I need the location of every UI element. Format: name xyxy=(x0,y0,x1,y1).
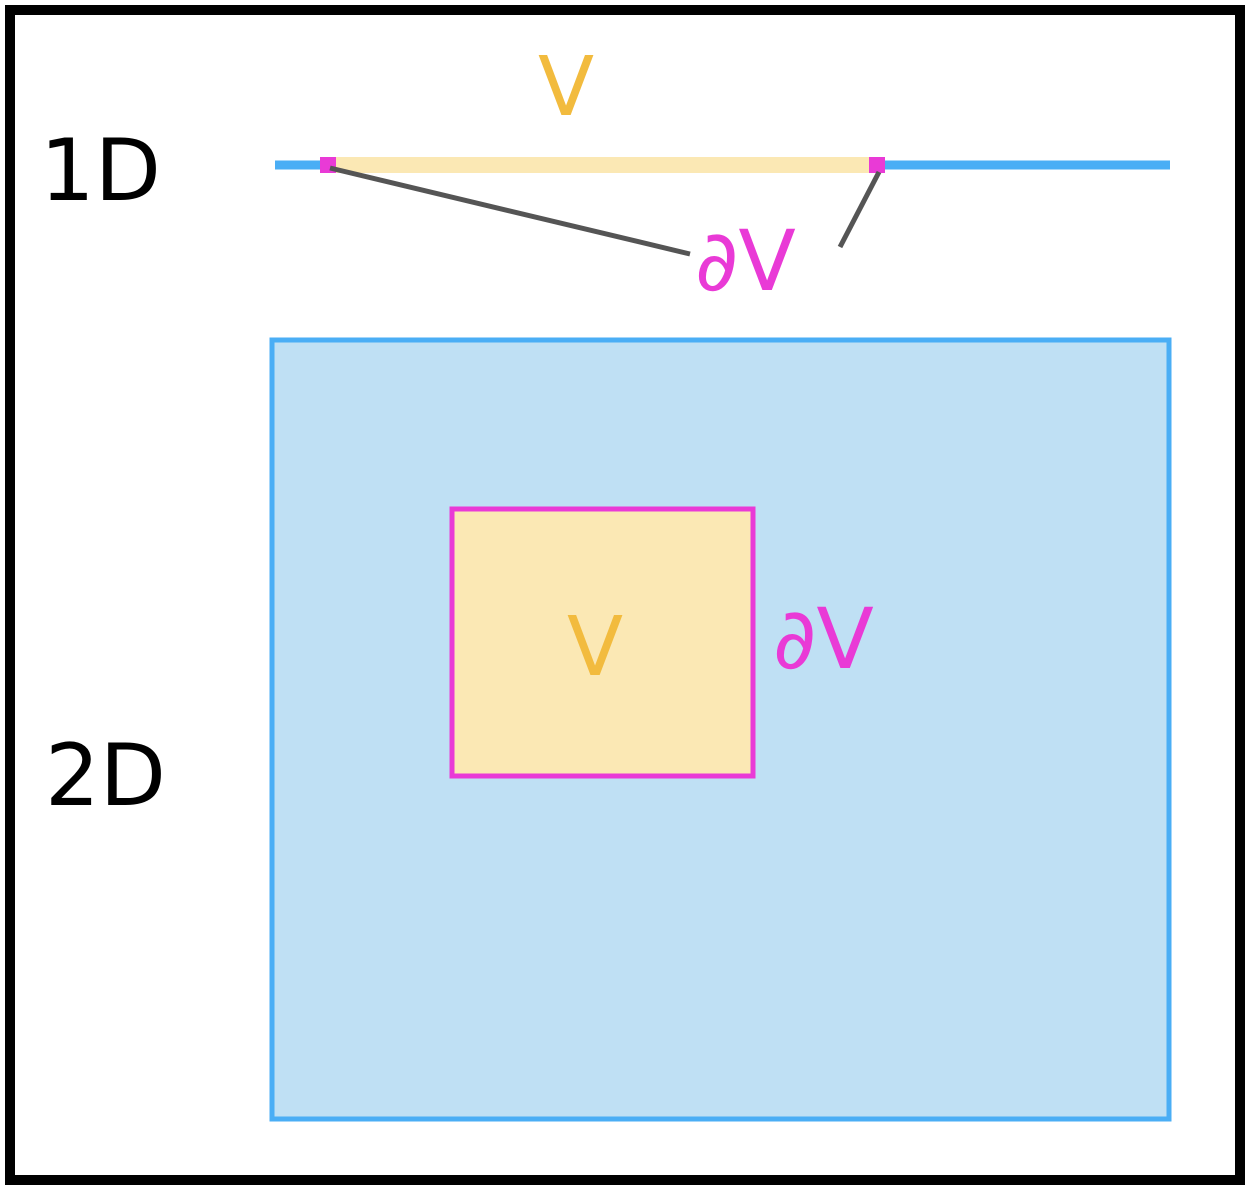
leader-line-right xyxy=(837,170,882,249)
volume-square-2d xyxy=(449,506,756,779)
endpoint-right xyxy=(869,157,885,173)
label-v-2d: V xyxy=(567,600,623,695)
leader-line-left xyxy=(329,165,691,257)
label-boundary-1d: ∂V xyxy=(695,212,796,310)
label-1d: 1D xyxy=(40,121,161,221)
label-boundary-2d: ∂V xyxy=(773,590,874,688)
label-v-1d: V xyxy=(538,40,594,135)
label-2d: 2D xyxy=(45,726,166,826)
